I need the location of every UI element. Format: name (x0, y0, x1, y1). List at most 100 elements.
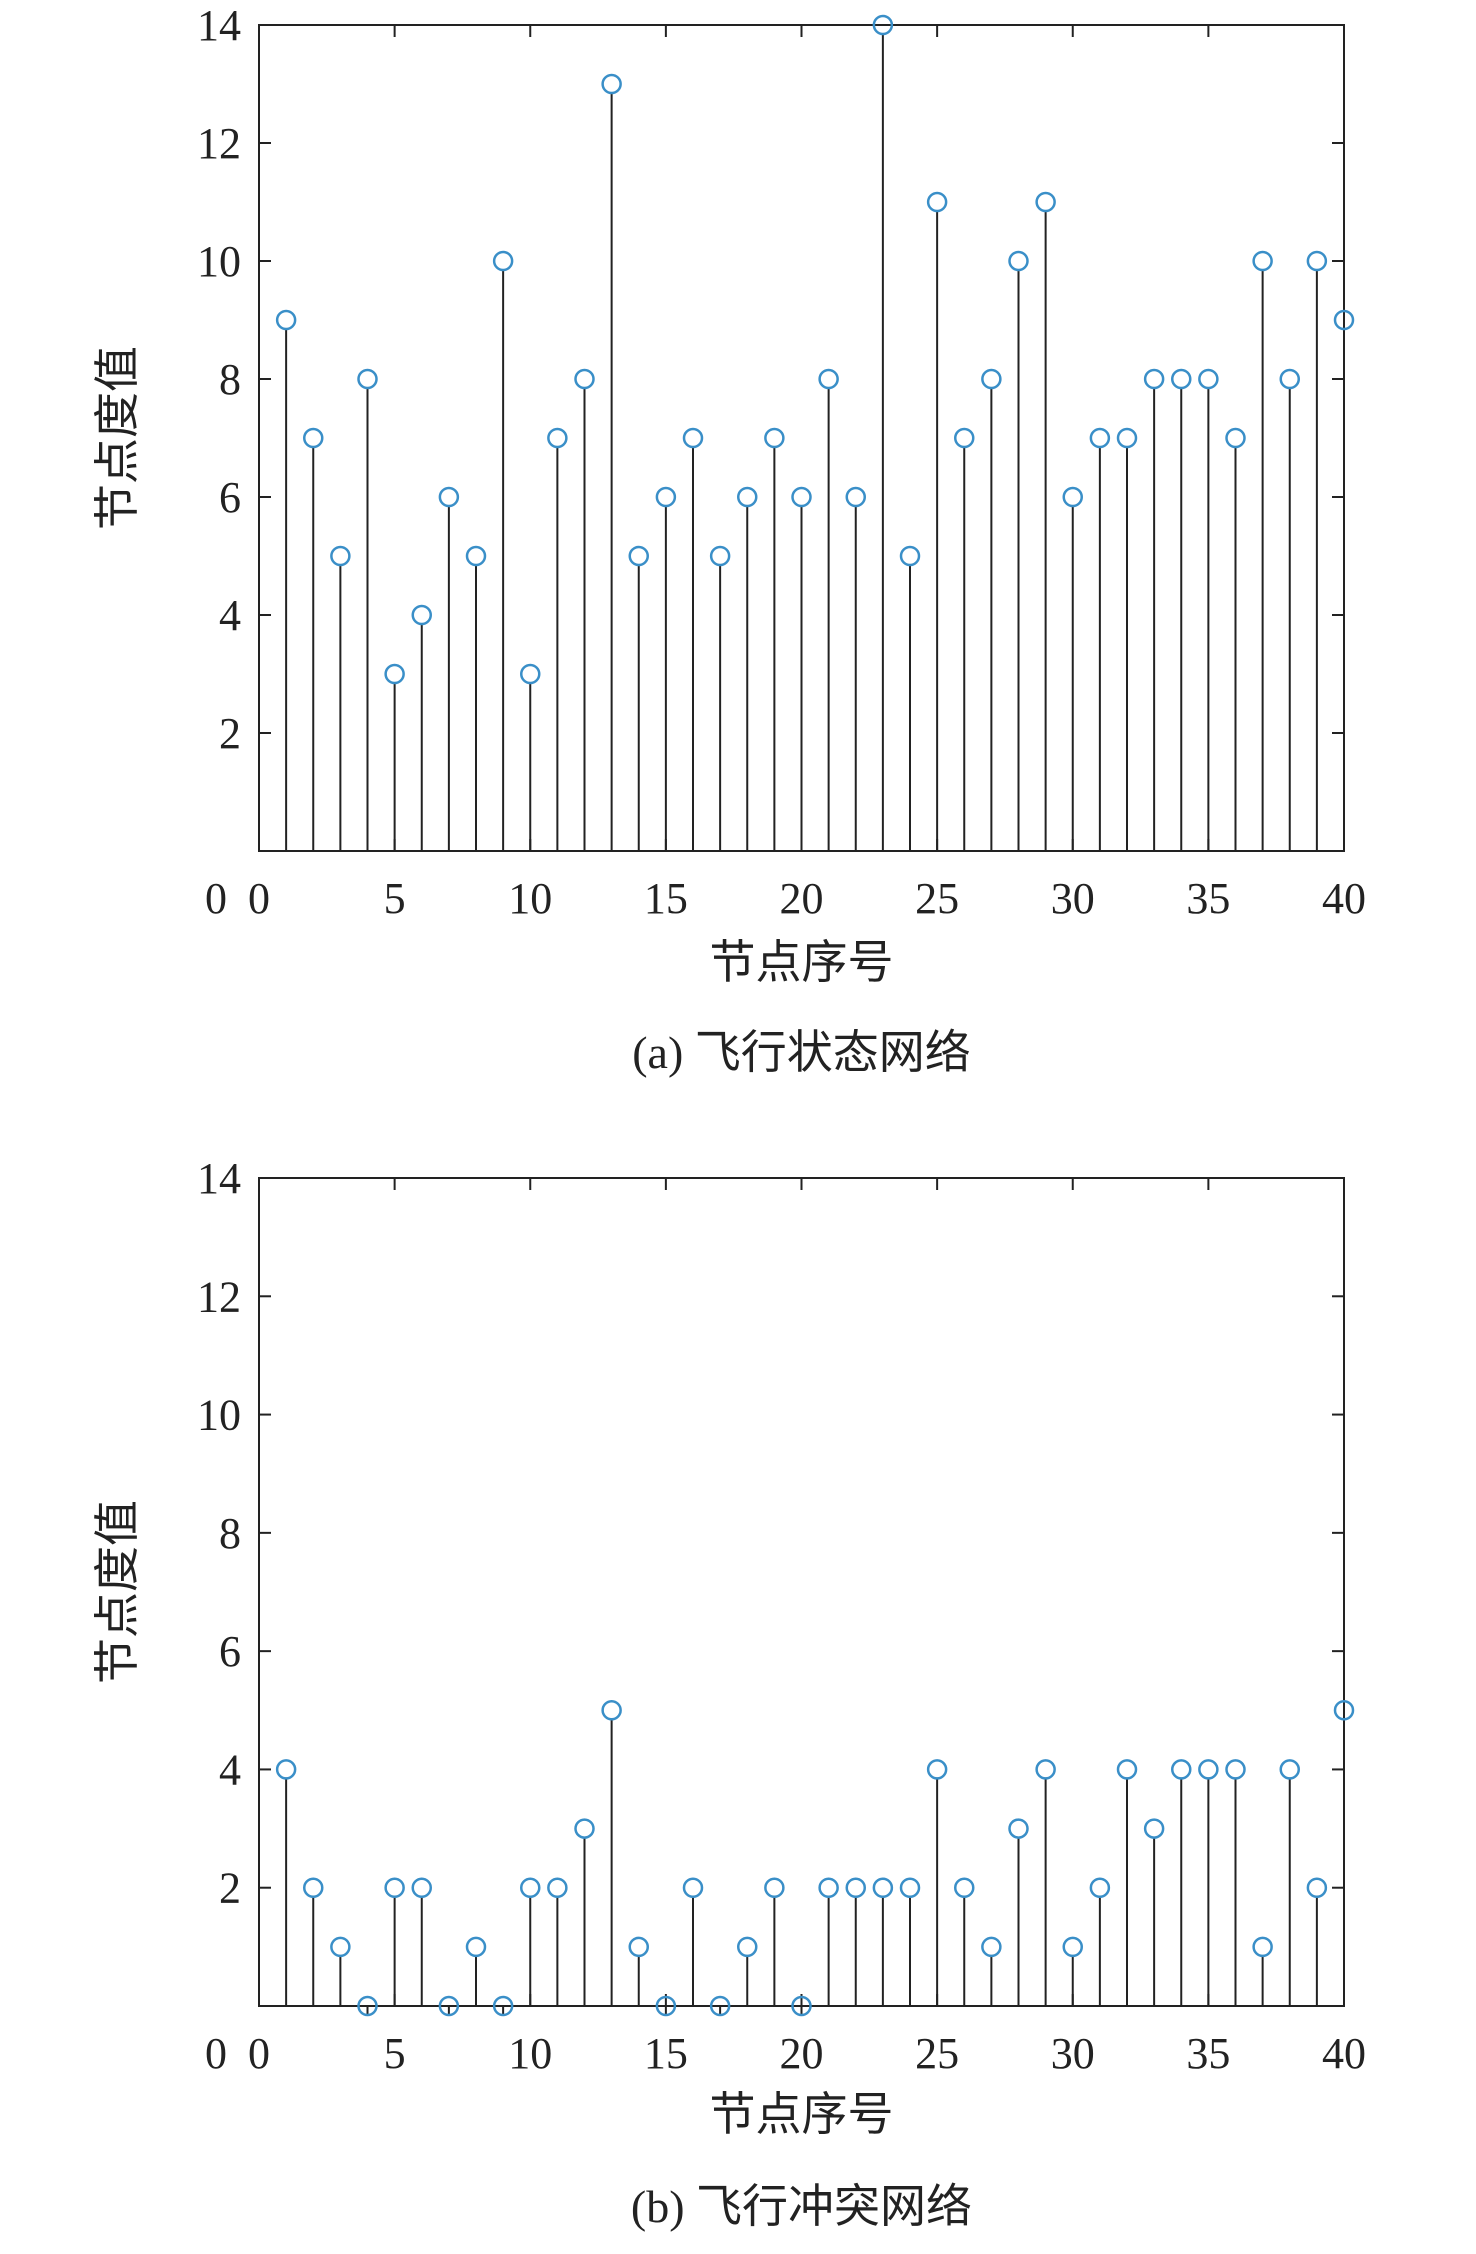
panel-a-y-tick-label: 6 (219, 473, 241, 522)
panel-b-x-axis-label: 节点序号 (710, 2089, 894, 2140)
panel-b-stem-marker (709, 1995, 731, 2017)
panel-b-y-tick-label: 10 (197, 1391, 241, 1440)
panel-a-stem-marker (818, 368, 839, 390)
panel-a-x-tick-label: 10 (508, 874, 552, 923)
panel-a-stem-marker (1008, 250, 1029, 272)
panel-b-stem-marker (547, 1877, 568, 1898)
panel-a-stem-marker (411, 604, 432, 626)
panel-b-stem-marker (357, 1995, 378, 2017)
panel-b-stem-marker (574, 1818, 595, 1839)
panel-a-x-tick-label: 25 (915, 874, 959, 923)
panel-a-stem-marker (601, 73, 622, 95)
panel-a-stem-marker (628, 545, 649, 567)
panel-a-stem-marker (1333, 309, 1355, 331)
panel-a-stem-marker (1143, 368, 1165, 390)
panel-b-x-tick-label: 15 (644, 2029, 688, 2078)
panel-a-y-tick-label: 10 (197, 237, 241, 286)
panel-b-stem-marker (1143, 1818, 1165, 1839)
panel-a-y-tick-label: 14 (197, 1, 241, 50)
panel-b-stem-marker (737, 1936, 758, 1958)
panel-b-stem-marker (1171, 1759, 1192, 1780)
panel-b-stem-marker (330, 1936, 351, 1958)
panel-b-stem-marker (520, 1877, 541, 1898)
panel-a-stem-marker (709, 545, 731, 567)
panel-a-stem-marker (465, 545, 487, 567)
panel-b-x-tick-label: 10 (508, 2029, 552, 2078)
panel-b-stem-marker (818, 1877, 839, 1898)
panel-a-stem-marker (737, 486, 758, 508)
panel-b-stem-marker (1035, 1759, 1056, 1780)
panel-b-stem-marker (1008, 1818, 1029, 1839)
panel-b-stem-marker (1062, 1936, 1083, 1958)
panel-a-stem-marker (1171, 368, 1192, 390)
panel-b-stem-marker (791, 1995, 812, 2017)
panel-a-stem-marker (1198, 368, 1219, 390)
panel-a-stem-marker (384, 663, 405, 685)
panel-a-stem-marker (1279, 368, 1300, 390)
panel-a-x-tick-label: 20 (780, 874, 824, 923)
panel-b-x-tick-label: 30 (1051, 2029, 1095, 2078)
panel-b-stem-marker (492, 1995, 514, 2017)
panel-b-x-tick-label: 20 (780, 2029, 824, 2078)
panel-b-caption: (b) 飞行冲突网络 (631, 2181, 972, 2232)
panel-a-stem-marker (275, 309, 297, 331)
panel-a-stem-marker (872, 14, 894, 36)
panel-b-stem-marker (1089, 1877, 1111, 1898)
panel-b-stem-marker (628, 1936, 649, 1958)
panel-b-stem-marker (1279, 1759, 1300, 1780)
panel-a-stem-marker (357, 368, 378, 390)
panel-b-stem-marker (438, 1995, 460, 2017)
panel-a-stem-marker (1116, 427, 1138, 449)
panel-a-origin-label: 0 (205, 874, 227, 923)
panel-b-stem-marker (872, 1877, 894, 1898)
panel-b-y-tick-label: 2 (219, 1864, 241, 1913)
panel-a-flight-state-network: 0 5 10 15 20 25 30 35 40 0 2 4 6 8 10 12 14 节点序号 节点度值 (a) 飞… (92, 1, 1366, 1078)
panel-b-stem-marker (845, 1877, 866, 1898)
panel-b-flight-conflict-network: 0 5 10 15 20 25 30 35 40 0 2 4 6 8 10 12 14 节点序号 节点度值 (b) 飞… (92, 1154, 1366, 2232)
panel-b-stem-marker (275, 1759, 297, 1780)
panel-a-stem-marker (926, 191, 948, 213)
panel-b-stem-marker (954, 1877, 975, 1898)
panel-b-y-axis-label: 节点度值 (92, 1500, 143, 1684)
panel-a-stem-marker (1225, 427, 1246, 449)
panel-a-stem-marker (1306, 250, 1328, 272)
panel-a-stem-marker (655, 486, 677, 508)
panel-a-caption: (a) 飞行状态网络 (632, 1027, 971, 1078)
panel-b-stem-marker (1306, 1877, 1328, 1898)
panel-b-stem-marker (384, 1877, 405, 1898)
panel-b-stem-marker (601, 1700, 622, 1721)
panel-a-x-tick-label: 0 (248, 874, 270, 923)
panel-b-stem-marker (411, 1877, 432, 1898)
panel-b-x-tick-label: 25 (915, 2029, 959, 2078)
panel-a-x-tick-label: 5 (384, 874, 406, 923)
panel-b-y-tick-label: 4 (219, 1745, 241, 1794)
panel-b-stem-marker (764, 1877, 785, 1898)
panel-b-stem-marker (303, 1877, 324, 1898)
panel-b-x-tick-label: 40 (1322, 2029, 1366, 2078)
panel-a-stem-marker (899, 545, 921, 567)
panel-a-stem-marker (845, 486, 866, 508)
panel-a-stem-marker (547, 427, 568, 449)
panel-a-stem-marker (981, 368, 1002, 390)
panel-a-stem-marker (1089, 427, 1111, 449)
panel-b-stem-marker (1333, 1700, 1355, 1721)
panel-a-stem-marker (330, 545, 351, 567)
panel-b-stem-marker (926, 1759, 948, 1780)
panel-b-y-tick-label: 6 (219, 1627, 241, 1676)
panel-a-stem-marker (492, 250, 514, 272)
panel-a-x-tick-label: 40 (1322, 874, 1366, 923)
panel-b-stem-marker (465, 1936, 487, 1958)
panel-b-x-tick-label: 35 (1186, 2029, 1230, 2078)
panel-a-stem-marker (520, 663, 541, 685)
panel-b-stem-marker (981, 1936, 1002, 1958)
panel-a-x-tick-label: 30 (1051, 874, 1095, 923)
panel-b-x-tick-label: 0 (248, 2029, 270, 2078)
panel-a-stem-marker (791, 486, 812, 508)
panel-a-y-tick-label: 12 (197, 119, 241, 168)
panel-b-stem-marker (655, 1995, 677, 2017)
panel-a-stem-marker (303, 427, 324, 449)
panel-a-x-tick-label: 35 (1186, 874, 1230, 923)
panel-a-y-tick-label: 2 (219, 709, 241, 758)
panel-b-stem-marker (1252, 1936, 1273, 1958)
